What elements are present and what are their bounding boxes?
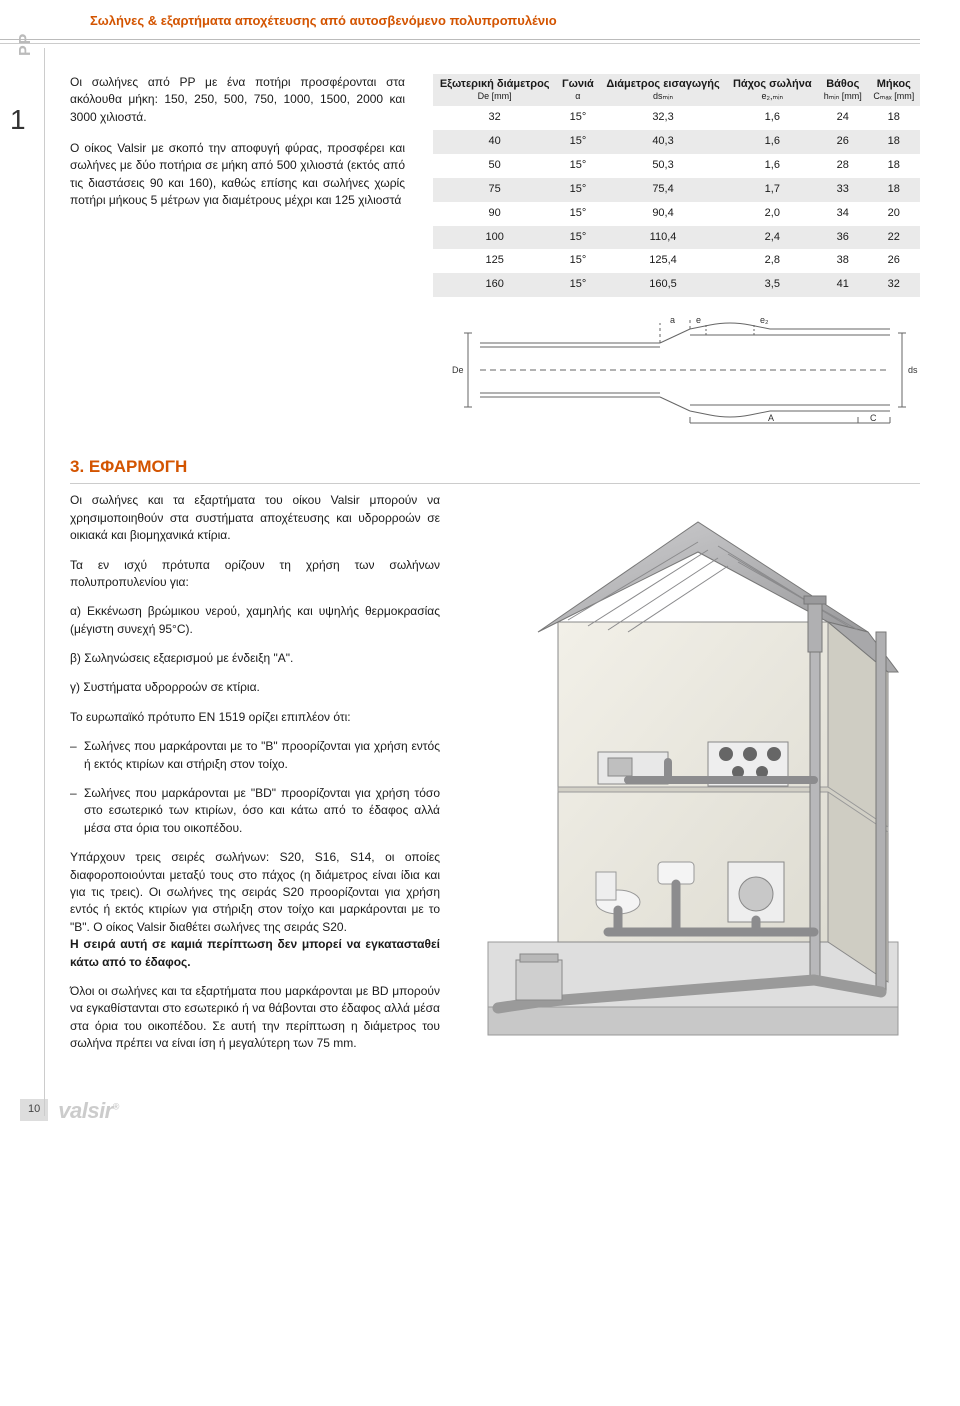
- s3-p2: Τα εν ισχύ πρότυπα ορίζουν τη χρήση των …: [70, 557, 440, 592]
- table-cell: 32,3: [599, 106, 726, 130]
- table-cell: 15°: [556, 178, 599, 202]
- s3-p1: Οι σωλήνες και τα εξαρτήματα του οίκου V…: [70, 492, 440, 544]
- table-cell: 33: [818, 178, 868, 202]
- table-cell: 20: [868, 202, 920, 226]
- table-cell: 15°: [556, 273, 599, 297]
- table-cell: 18: [868, 178, 920, 202]
- table-cell: 15°: [556, 154, 599, 178]
- table-cell: 2,8: [727, 249, 818, 273]
- table-cell: 90,4: [599, 202, 726, 226]
- svg-text:De: De: [452, 365, 464, 375]
- svg-text:e₂: e₂: [760, 315, 769, 325]
- table-cell: 75,4: [599, 178, 726, 202]
- s3-p9: Υπάρχουν τρεις σειρές σωλήνων: S20, S16,…: [70, 849, 440, 971]
- table-row: 4015°40,31,62618: [433, 130, 920, 154]
- th-c: ΜήκοςCₘₐₓ [mm]: [868, 74, 920, 106]
- table-cell: 15°: [556, 249, 599, 273]
- table-cell: 1,7: [727, 178, 818, 202]
- table-cell: 26: [868, 249, 920, 273]
- table-cell: 34: [818, 202, 868, 226]
- table-cell: 2,0: [727, 202, 818, 226]
- table-row: 12515°125,42,83826: [433, 249, 920, 273]
- table-cell: 90: [433, 202, 556, 226]
- s3-p4: β) Σωληνώσεις εξαερισμού με ένδειξη "A".: [70, 650, 440, 667]
- svg-text:e: e: [696, 315, 701, 325]
- s3-p10: Όλοι οι σωλήνες και τα εξαρτήματα που μα…: [70, 983, 440, 1053]
- building-cutaway-illustration: [466, 492, 920, 1042]
- table-row: 9015°90,42,03420: [433, 202, 920, 226]
- table-cell: 1,6: [727, 106, 818, 130]
- table-cell: 50,3: [599, 154, 726, 178]
- table-cell: 41: [818, 273, 868, 297]
- s3-p6: Το ευρωπαϊκό πρότυπο EN 1519 ορίζει επιπ…: [70, 709, 440, 726]
- table-cell: 32: [868, 273, 920, 297]
- th-ds: Διάμετρος εισαγωγήςdsₘᵢₙ: [599, 74, 726, 106]
- th-angle: Γωνιάα: [556, 74, 599, 106]
- table-cell: 40: [433, 130, 556, 154]
- table-cell: 26: [818, 130, 868, 154]
- svg-text:a: a: [670, 315, 675, 325]
- table-cell: 125: [433, 249, 556, 273]
- intro-p2: Ο οίκος Valsir με σκοπό την αποφυγή φύρα…: [70, 140, 405, 210]
- table-cell: 28: [818, 154, 868, 178]
- table-cell: 110,4: [599, 226, 726, 250]
- svg-text:A: A: [768, 413, 774, 423]
- table-row: 10015°110,42,43622: [433, 226, 920, 250]
- table-cell: 18: [868, 154, 920, 178]
- table-row: 7515°75,41,73318: [433, 178, 920, 202]
- svg-text:C: C: [870, 413, 877, 423]
- table-cell: 2,4: [727, 226, 818, 250]
- page-header-title: Σωλήνες & εξαρτήματα αποχέτευσης από αυτ…: [0, 12, 920, 40]
- th-h: Βάθοςhₘᵢₙ [mm]: [818, 74, 868, 106]
- pipe-section-diagram: De ds a e e₂ A C: [450, 315, 920, 430]
- table-cell: 32: [433, 106, 556, 130]
- table-cell: 36: [818, 226, 868, 250]
- table-row: 3215°32,31,62418: [433, 106, 920, 130]
- s3-p7: Σωλήνες που μαρκάρονται με το "B" προορί…: [70, 738, 440, 773]
- table-cell: 18: [868, 130, 920, 154]
- table-cell: 75: [433, 178, 556, 202]
- table-cell: 15°: [556, 202, 599, 226]
- table-cell: 15°: [556, 130, 599, 154]
- table-cell: 24: [818, 106, 868, 130]
- side-tab: PP: [14, 33, 37, 56]
- table-cell: 100: [433, 226, 556, 250]
- table-cell: 1,6: [727, 154, 818, 178]
- s3-p8: Σωλήνες που μαρκάρονται με "BD" προορίζο…: [70, 785, 440, 837]
- svg-text:ds: ds: [908, 365, 918, 375]
- th-e2: Πάχος σωλήναe₂,ₘᵢₙ: [727, 74, 818, 106]
- table-cell: 38: [818, 249, 868, 273]
- table-cell: 160,5: [599, 273, 726, 297]
- table-cell: 160: [433, 273, 556, 297]
- chapter-number: 1: [10, 100, 26, 141]
- table-cell: 22: [868, 226, 920, 250]
- s3-p5: γ) Συστήματα υδρορροών σε κτίρια.: [70, 679, 440, 696]
- s3-p3: α) Εκκένωση βρώμικου νερού, χαμηλής και …: [70, 603, 440, 638]
- table-cell: 40,3: [599, 130, 726, 154]
- table-cell: 50: [433, 154, 556, 178]
- table-cell: 15°: [556, 106, 599, 130]
- intro-p1: Οι σωλήνες από PP με ένα ποτήρι προσφέρο…: [70, 74, 405, 126]
- table-cell: 125,4: [599, 249, 726, 273]
- valsir-logo: valsir®: [58, 1095, 119, 1127]
- th-de: Εξωτερική διάμετροςDe [mm]: [433, 74, 556, 106]
- table-row: 16015°160,53,54132: [433, 273, 920, 297]
- table-cell: 18: [868, 106, 920, 130]
- table-cell: 15°: [556, 226, 599, 250]
- table-cell: 3,5: [727, 273, 818, 297]
- table-row: 5015°50,31,62818: [433, 154, 920, 178]
- side-vertical-line: [44, 48, 45, 1116]
- table-cell: 1,6: [727, 130, 818, 154]
- spec-table: Εξωτερική διάμετροςDe [mm] Γωνιάα Διάμετ…: [433, 74, 920, 297]
- section-3-title: 3. ΕΦΑΡΜΟΓΗ: [70, 455, 920, 485]
